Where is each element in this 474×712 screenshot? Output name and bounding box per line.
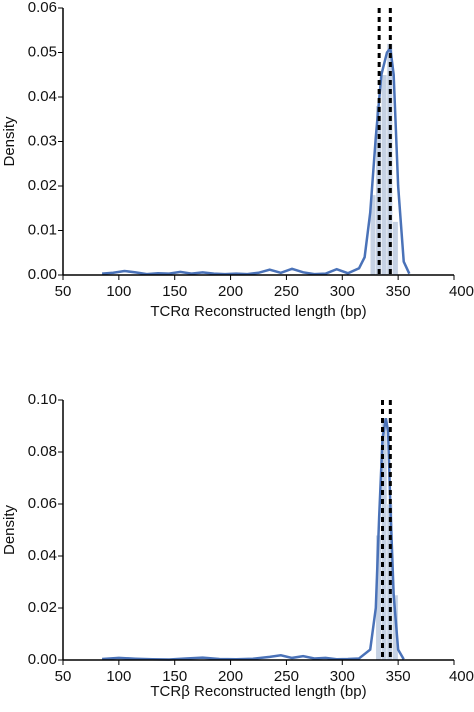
y-tick-label: 0.00 <box>28 651 57 668</box>
y-tick-label: 0.06 <box>28 0 57 16</box>
y-tick-label: 0.02 <box>28 599 57 616</box>
x-axis-label: TCRα Reconstructed length (bp) <box>150 303 366 320</box>
x-tick-label: 100 <box>106 668 131 685</box>
y-tick-label: 0.06 <box>28 495 57 512</box>
y-tick-label: 0.05 <box>28 43 57 60</box>
kde-line <box>102 417 405 661</box>
subplot: 0.00 0.02 0.04 0.06 0.08 0.10 50 100 150 200 250 30… <box>1 391 474 700</box>
x-tick-label: 300 <box>330 283 355 300</box>
y-tick-label: 0.00 <box>28 266 57 283</box>
x-tick-label: 200 <box>218 668 243 685</box>
hist-bar <box>392 221 399 276</box>
y-tick-label: 0.04 <box>28 88 57 105</box>
x-tick-label: 350 <box>386 283 411 300</box>
x-tick-label: 250 <box>274 668 299 685</box>
y-tick-label: 0.02 <box>28 177 57 194</box>
x-tick-label: 200 <box>218 283 243 300</box>
y-tick-label: 0.04 <box>28 547 57 564</box>
x-tick-label: 400 <box>449 283 474 300</box>
hist-bar <box>386 43 393 276</box>
y-tick-label: 0.08 <box>28 443 57 460</box>
y-axis-label: Density <box>1 116 18 167</box>
x-tick-label: 50 <box>55 283 72 300</box>
x-tick-label: 250 <box>274 283 299 300</box>
x-tick-label: 150 <box>162 668 187 685</box>
y-tick-label: 0.01 <box>28 221 57 238</box>
x-tick-label: 300 <box>330 668 355 685</box>
y-tick-label: 0.10 <box>28 391 57 408</box>
y-tick-label: 0.03 <box>28 132 57 149</box>
kde-line <box>101 44 411 276</box>
hist-bar <box>381 74 388 276</box>
x-tick-label: 350 <box>386 668 411 685</box>
x-tick-label: 400 <box>449 668 474 685</box>
x-axis-label: TCRβ Reconstructed length (bp) <box>150 683 366 700</box>
x-tick-label: 50 <box>55 668 72 685</box>
y-axis-label: Density <box>1 504 18 555</box>
x-tick-label: 100 <box>106 283 131 300</box>
subplot: 0.00 0.01 0.02 0.03 0.04 0.05 0.06 50 100 150 200 2… <box>1 0 474 320</box>
x-tick-label: 150 <box>162 283 187 300</box>
